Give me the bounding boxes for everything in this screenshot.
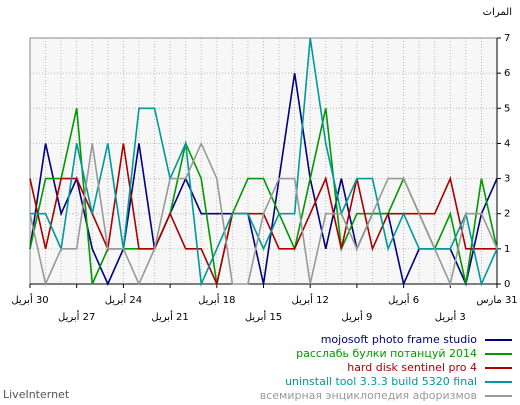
y-tick-label: 1	[504, 244, 510, 255]
legend-label: mojosoft photo frame studio	[321, 333, 478, 346]
y-tick-label: 6	[504, 68, 510, 79]
y-tick-label: 0	[504, 279, 510, 290]
x-tick-label: 15 أبريل	[245, 310, 282, 323]
x-tick-label: 18 أبريل	[198, 293, 235, 306]
x-tick-label: 30 أبريل	[11, 293, 48, 306]
series-line	[29, 141, 498, 287]
y-tick-label: 3	[504, 174, 510, 185]
y-tick-label: 7	[504, 33, 510, 44]
x-tick-label: 24 أبريل	[105, 293, 142, 306]
x-tick-label: 27 أبريل	[58, 310, 95, 323]
x-tick-label: 9 أبريل	[341, 310, 372, 323]
legend-label: всемирная энциклопедия афоризмов	[260, 389, 477, 402]
x-tick-label: 12 أبريل	[292, 293, 329, 306]
y-tick-label: 2	[504, 209, 510, 220]
y-tick-label: 4	[504, 138, 510, 149]
x-tick-label: 6 أبريل	[388, 293, 419, 306]
legend-label: uninstall tool 3.3.3 build 5320 final	[285, 375, 477, 388]
series-line	[30, 37, 498, 288]
x-tick-label: 21 أبريل	[151, 310, 188, 323]
y-axis-label: المرات	[483, 7, 512, 18]
footer: LiveInternet	[3, 388, 70, 401]
legend-label: расслабь булки потанцуй 2014	[296, 347, 477, 360]
legend-label: hard disk sentinel pro 4	[347, 361, 477, 374]
x-tick-label: 31 مارس	[476, 295, 517, 306]
y-tick-label: 5	[504, 103, 510, 114]
x-tick-label: 3 أبريل	[435, 310, 466, 323]
